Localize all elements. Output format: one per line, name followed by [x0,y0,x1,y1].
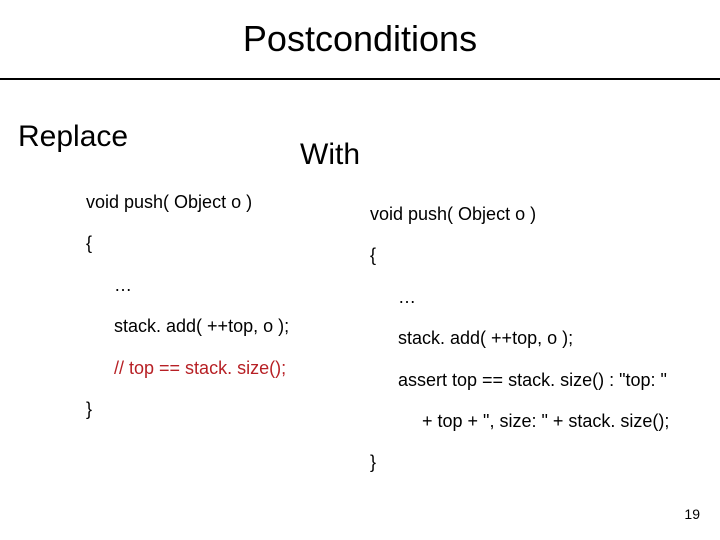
code-line: } [86,389,289,430]
slide: Postconditions Replace With void push( O… [0,0,720,540]
divider [0,78,720,80]
code-line: … [370,277,669,318]
code-line: { [86,223,289,264]
code-block-left: void push( Object o ){…stack. add( ++top… [86,182,289,430]
code-line: void push( Object o ) [370,194,669,235]
heading-replace: Replace [18,120,128,154]
code-line: void push( Object o ) [86,182,289,223]
code-line: // top == stack. size(); [86,348,289,389]
page-number: 19 [684,506,700,522]
code-line: … [86,265,289,306]
code-block-right: void push( Object o ){…stack. add( ++top… [370,194,669,484]
heading-with: With [300,138,360,172]
slide-title: Postconditions [0,0,720,78]
code-line: + top + ", size: " + stack. size(); [370,401,669,442]
code-line: stack. add( ++top, o ); [370,318,669,359]
code-line: assert top == stack. size() : "top: " [370,360,669,401]
code-line: } [370,442,669,483]
code-line: stack. add( ++top, o ); [86,306,289,347]
code-line: { [370,235,669,276]
